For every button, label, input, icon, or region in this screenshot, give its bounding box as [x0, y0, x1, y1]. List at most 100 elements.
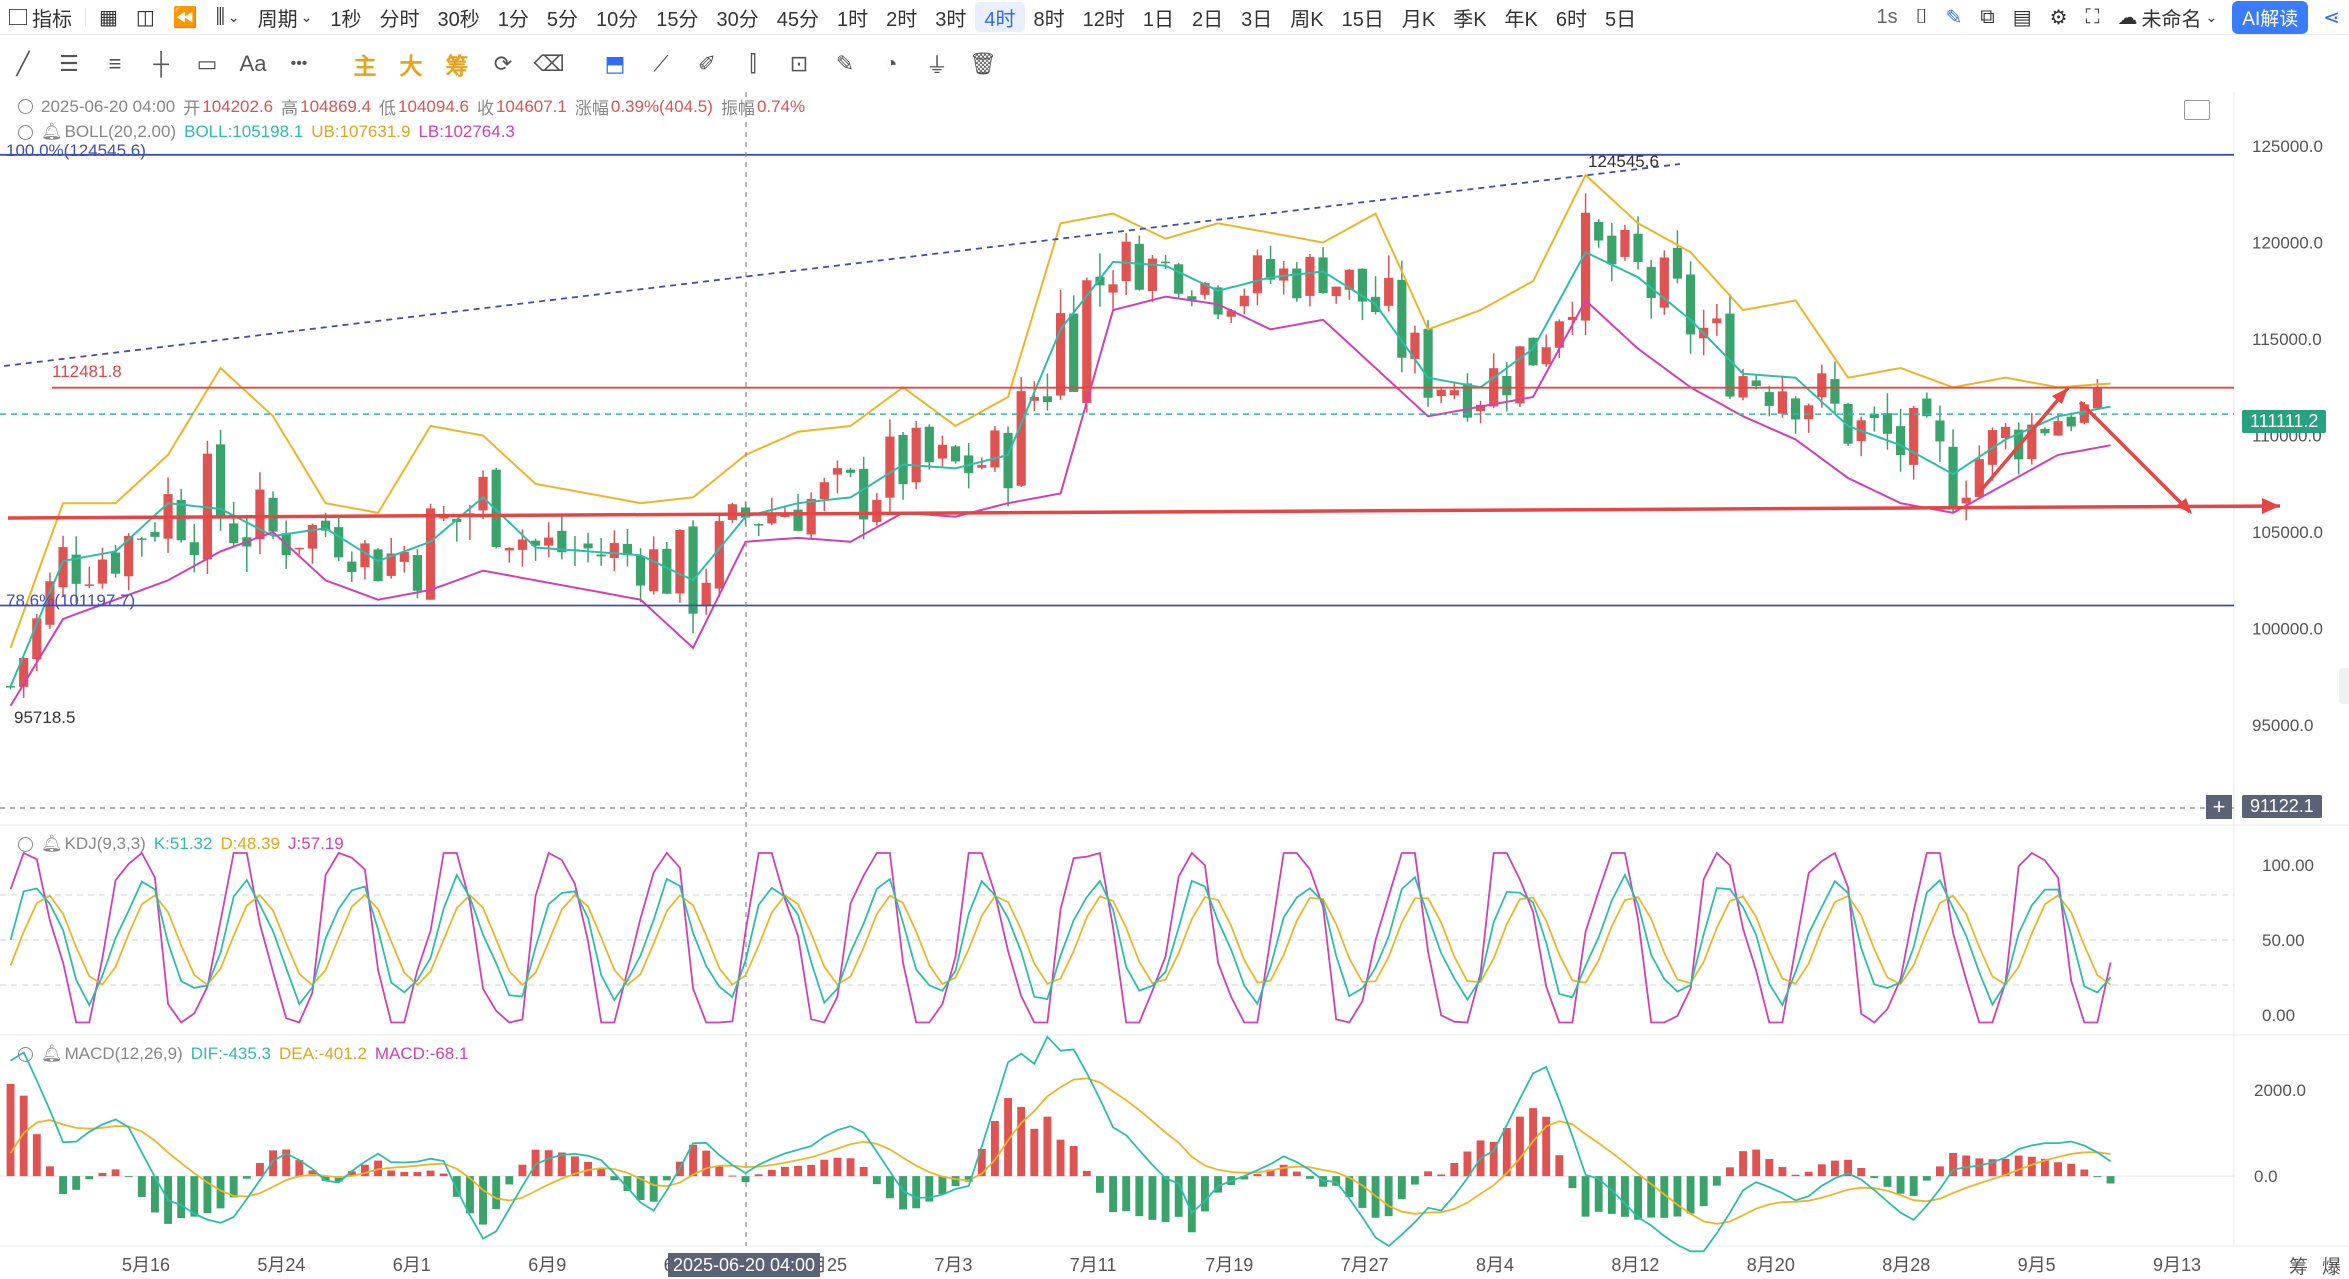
share-icon[interactable]: ⋖	[2323, 6, 2340, 29]
macd-bar	[899, 1176, 907, 1210]
layout-name-dropdown[interactable]: ☁ 未命名 ⌄	[2109, 0, 2227, 34]
macd-bar	[781, 1166, 789, 1177]
interval-14[interactable]: 12时	[1082, 8, 1125, 31]
refresh-rate[interactable]: 1s	[1876, 5, 1898, 28]
period-dropdown[interactable]: 周期 ⌄	[249, 0, 322, 34]
interval-3[interactable]: 1分	[497, 8, 529, 31]
interval-0[interactable]: 1秒	[330, 8, 362, 31]
add-crosshair-button[interactable]: +	[2206, 795, 2232, 819]
interval-17[interactable]: 3日	[1241, 8, 1273, 31]
bell-icon[interactable]: 🔔︎	[41, 1044, 63, 1063]
eraser-tool-icon[interactable]: ⌫	[533, 51, 565, 76]
ruler-icon[interactable]: ⟋	[653, 51, 669, 76]
macd-bar	[72, 1176, 81, 1190]
magnet-icon[interactable]: ◔	[884, 51, 898, 76]
macd-bar	[833, 1157, 842, 1177]
note-icon[interactable]: ✎	[835, 51, 855, 76]
auto-draw-icon[interactable]: ⟳	[493, 51, 513, 76]
indicator-button[interactable]: 指标	[0, 0, 81, 34]
bell-icon[interactable]: 🔔︎	[41, 122, 63, 141]
interval-20[interactable]: 月K	[1401, 8, 1436, 31]
picture-in-picture-icon[interactable]: ⧉	[1980, 5, 1995, 28]
interval-10[interactable]: 2时	[886, 8, 918, 31]
interval-24[interactable]: 5日	[1605, 8, 1637, 31]
big-order-toggle[interactable]: 大	[399, 53, 423, 79]
chip-distribution-toggle[interactable]: 筹	[445, 53, 469, 79]
more-tools-button[interactable]: •••	[290, 55, 308, 72]
interval-11[interactable]: 3时	[935, 8, 967, 31]
interval-8[interactable]: 45分	[776, 8, 820, 31]
liquidation-button[interactable]: 爆	[2321, 1257, 2341, 1278]
layout-button[interactable]: ◫	[127, 0, 164, 34]
macd-dif-value: DIF:-435.3	[190, 1044, 272, 1063]
bell-icon[interactable]: 🔔︎	[41, 834, 63, 853]
brush-icon[interactable]: ✐	[697, 51, 717, 76]
interval-4[interactable]: 5分	[546, 8, 579, 31]
pencil-icon[interactable]: ✎	[1945, 6, 1963, 29]
macd-bar	[1594, 1176, 1603, 1212]
candle-body	[1397, 279, 1407, 358]
interval-13[interactable]: 8时	[1033, 8, 1065, 31]
horizontal-ray-tool-icon[interactable]: ┼	[153, 51, 169, 76]
rectangle-tool-icon[interactable]: ▭	[196, 51, 218, 76]
interval-1[interactable]: 分时	[379, 8, 420, 31]
calendar-button[interactable]: ▦	[90, 0, 127, 34]
fullscreen-icon[interactable]: ⛶	[2085, 5, 2100, 28]
candle-body	[58, 547, 68, 588]
filter-icon[interactable]: ⏚	[925, 53, 948, 78]
candlestick-style-icon[interactable]: ⫿	[749, 51, 757, 76]
main-chart-toggle[interactable]: 主	[353, 53, 377, 79]
bookmark-icon[interactable]: ⬒	[604, 51, 626, 76]
macd-bar	[1936, 1166, 1944, 1177]
macd-bar	[1673, 1176, 1682, 1217]
macd-bar	[531, 1149, 540, 1177]
candle-body	[1029, 397, 1039, 401]
horizontal-lines-tool-icon[interactable]: ≡	[108, 51, 122, 76]
parallel-channel-tool-icon[interactable]: ☰	[59, 51, 79, 76]
interval-16[interactable]: 2日	[1192, 8, 1224, 31]
trendline-tool-icon[interactable]: ╱	[16, 51, 30, 76]
interval-18[interactable]: 周K	[1290, 8, 1324, 31]
kdj-d-value: D:48.39	[220, 834, 280, 853]
macd-bar	[886, 1176, 894, 1199]
macd-bar	[19, 1095, 28, 1177]
bottom-right-tools: 筹 爆	[2289, 1252, 2341, 1279]
interval-2[interactable]: 30秒	[437, 8, 480, 31]
camera-icon[interactable]: ⌷	[1915, 5, 1928, 28]
eye-icon[interactable]	[18, 124, 33, 140]
eye-icon[interactable]	[18, 836, 33, 852]
boll-mid-line	[9, 250, 2111, 687]
interval-5[interactable]: 10分	[596, 8, 639, 31]
macd-bar	[1201, 1176, 1209, 1212]
interval-22[interactable]: 年K	[1504, 8, 1538, 31]
interval-19[interactable]: 15日	[1341, 8, 1384, 31]
chart-type-button[interactable]: ⫼ ⌄	[207, 0, 249, 34]
expand-pane-icon[interactable]	[2184, 100, 2210, 120]
ai-interpret-button[interactable]: AI解读	[2232, 0, 2309, 34]
macd-bar	[1358, 1176, 1367, 1208]
grid-icon[interactable]: ▤	[2012, 6, 2032, 29]
gear-icon[interactable]: ⚙	[2049, 6, 2068, 29]
candle-body	[911, 427, 921, 483]
interval-9[interactable]: 1时	[837, 8, 869, 31]
eye-icon[interactable]	[18, 99, 33, 114]
side-panel-handle[interactable]	[2339, 668, 2349, 704]
lock-icon[interactable]: ⊡	[789, 51, 809, 76]
interval-6[interactable]: 15分	[656, 8, 699, 31]
candle-body	[1961, 497, 1971, 504]
macd-bar	[1568, 1176, 1577, 1189]
replay-button[interactable]: ⏪	[164, 0, 207, 34]
interval-7[interactable]: 30分	[716, 8, 759, 31]
macd-bar	[1739, 1151, 1747, 1177]
chip-button[interactable]: 筹	[2288, 1257, 2308, 1278]
macd-bar	[2093, 1176, 2102, 1178]
interval-12[interactable]: 4时	[975, 2, 1025, 32]
interval-15[interactable]: 1日	[1142, 8, 1175, 31]
interval-21[interactable]: 季K	[1453, 8, 1487, 31]
eye-icon[interactable]	[18, 1046, 33, 1062]
candle-body	[1475, 404, 1486, 412]
interval-23[interactable]: 6时	[1555, 8, 1588, 31]
trash-icon[interactable]: 🗑	[969, 51, 997, 76]
text-tool[interactable]: Aa	[239, 51, 267, 76]
